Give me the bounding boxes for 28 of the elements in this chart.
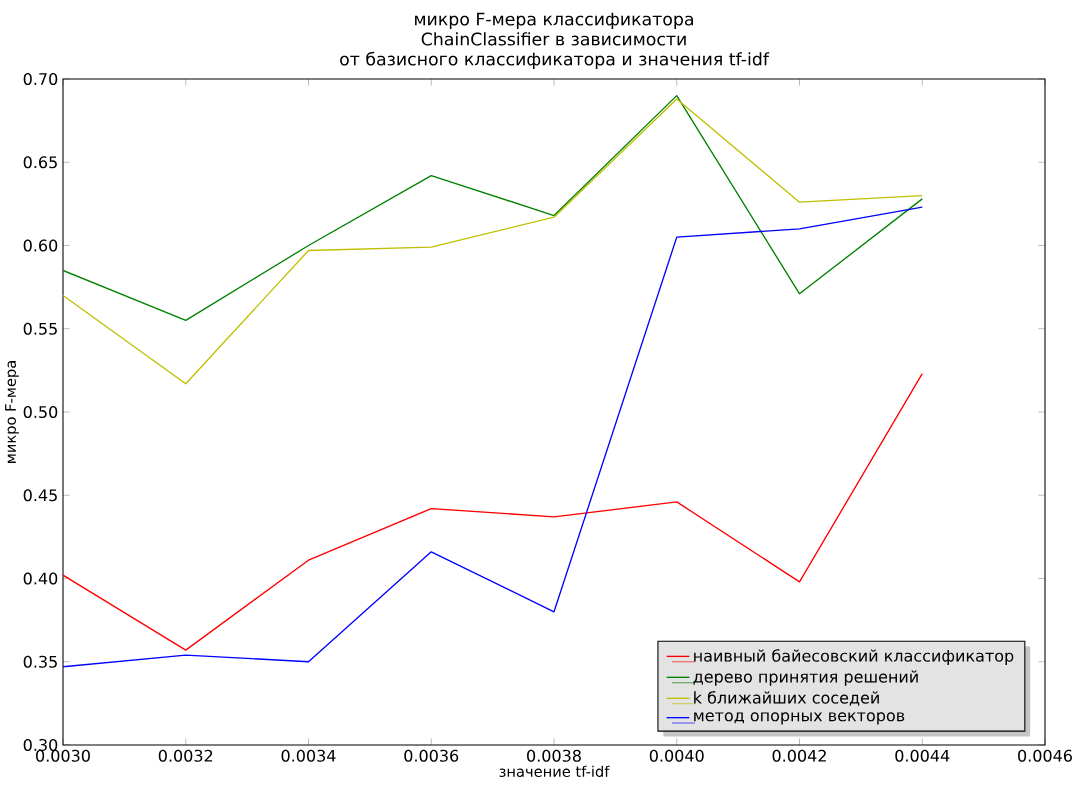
x-tick-label: 0.0030 (36, 749, 90, 762)
y-tick-label: 0.30 (23, 738, 58, 752)
legend-label: дерево принятия решений (693, 670, 918, 686)
y-axis-title: микро F-мера (5, 361, 19, 463)
line-series (63, 98, 923, 385)
legend-label: k ближайших соседей (694, 691, 879, 706)
x-tick-label: 0.0038 (527, 749, 581, 762)
y-tick-label: 0.50 (23, 405, 58, 419)
x-tick-label: 0.0042 (772, 749, 826, 762)
line-series (63, 373, 923, 651)
x-axis-title: значение tf-idf (499, 765, 610, 777)
x-tick-label: 0.0034 (281, 749, 336, 762)
y-tick-label: 0.45 (23, 489, 57, 502)
y-tick-label: 0.70 (23, 72, 58, 86)
y-tick-label: 0.60 (23, 239, 58, 252)
legend-label: метод опорных векторов (694, 712, 905, 725)
line-series (63, 94, 923, 322)
y-tick-label: 0.55 (23, 322, 57, 335)
x-tick-label: 0.0040 (649, 749, 704, 762)
y-tick-label: 0.40 (23, 572, 58, 585)
y-tick-label: 0.65 (23, 156, 57, 169)
x-tick-label: 0.0036 (404, 749, 459, 762)
x-tick-label: 0.0046 (1018, 749, 1072, 762)
x-tick-label: 0.0032 (158, 749, 213, 762)
chart-title: микро F-мера классификатора ChainClassifier в зависимости от базисного классификатора и значения tf-idf (340, 12, 770, 69)
x-tick-label: 0.0044 (895, 749, 950, 762)
y-tick-label: 0.35 (23, 655, 57, 668)
legend-label: наивный байесовский классификатор (694, 649, 1014, 665)
